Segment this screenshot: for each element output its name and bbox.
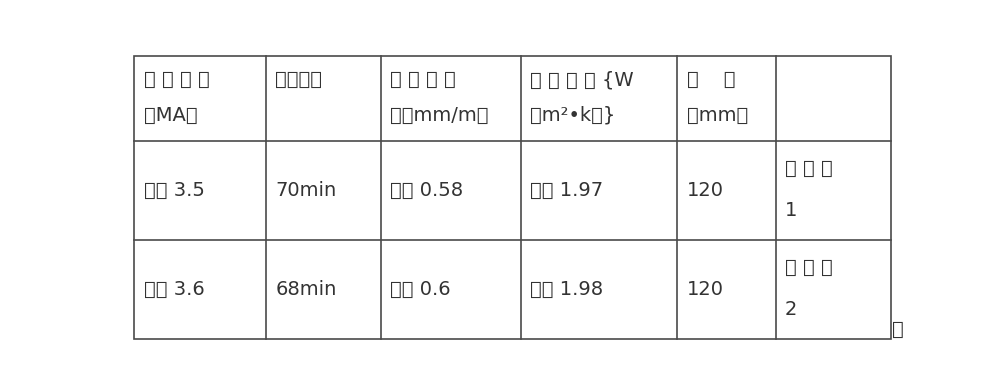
Text: （m²•k）}: （m²•k）} bbox=[530, 106, 616, 125]
Text: 大于 3.5: 大于 3.5 bbox=[144, 181, 204, 200]
Text: 干 燥 收 缩: 干 燥 收 缩 bbox=[390, 70, 456, 89]
Text: 1: 1 bbox=[785, 201, 797, 220]
Text: 。: 。 bbox=[892, 320, 904, 339]
Text: 厚    度: 厚 度 bbox=[687, 70, 735, 89]
Text: 大于 3.6: 大于 3.6 bbox=[144, 280, 204, 299]
Text: 传 热 系 数 {W: 传 热 系 数 {W bbox=[530, 70, 634, 89]
Text: 小于 1.97: 小于 1.97 bbox=[530, 181, 603, 200]
Text: 120: 120 bbox=[687, 181, 724, 200]
Text: 抗 压 强 度: 抗 压 强 度 bbox=[144, 70, 209, 89]
Text: 120: 120 bbox=[687, 280, 724, 299]
Text: 68min: 68min bbox=[275, 280, 337, 299]
Text: 小于 0.58: 小于 0.58 bbox=[390, 181, 463, 200]
Text: （MA）: （MA） bbox=[144, 106, 197, 125]
Text: （mm）: （mm） bbox=[687, 106, 748, 125]
Text: 实 施 例: 实 施 例 bbox=[785, 159, 833, 178]
Text: 2: 2 bbox=[785, 300, 797, 319]
Text: 小于 0.6: 小于 0.6 bbox=[390, 280, 451, 299]
Text: 耐火极限: 耐火极限 bbox=[275, 70, 322, 89]
Text: 实 施 例: 实 施 例 bbox=[785, 258, 833, 277]
Text: 70min: 70min bbox=[275, 181, 336, 200]
Text: 值（mm/m）: 值（mm/m） bbox=[390, 106, 489, 125]
Text: 小于 1.98: 小于 1.98 bbox=[530, 280, 603, 299]
